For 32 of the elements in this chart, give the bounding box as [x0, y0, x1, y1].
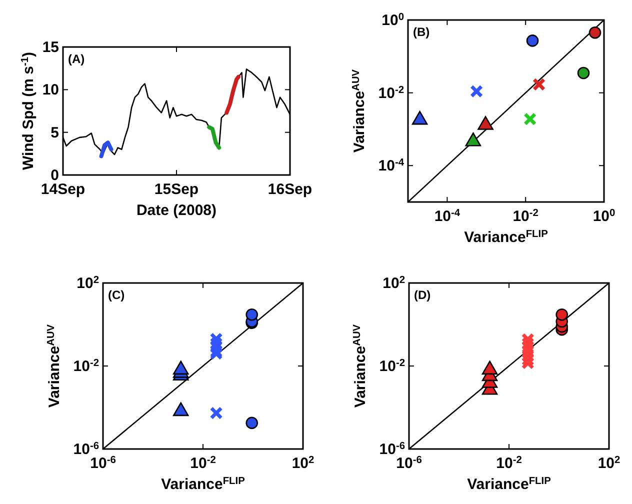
y-tick-label: 10: [42, 82, 59, 99]
x-tick-label: 15Sep: [154, 181, 199, 198]
y-tick-label: 15: [42, 39, 59, 56]
annotation: (C): [108, 288, 125, 302]
line-series: [99, 140, 114, 158]
x-tick-label: 10$^{-4}$: [434, 208, 460, 225]
x-tick-label: 10$^{-2}$: [496, 454, 522, 472]
x-axis-title: Variance$^{FLIP}$: [464, 228, 548, 246]
x-axis-title: Date (2008): [136, 202, 217, 219]
annotation: (A): [68, 52, 85, 66]
x-tick-label: 10$^{-2}$: [190, 454, 216, 472]
y-tick-label: 10$^{2}$: [382, 274, 406, 292]
x-tick-label: 16Sep: [268, 181, 312, 198]
annotation: (D): [414, 288, 431, 302]
y-tick-label: 10$^{0}$: [382, 12, 404, 29]
x-tick-label: 10$^{0}$: [592, 208, 616, 225]
x-tick-label: 10$^{-2}$: [512, 208, 539, 225]
x-tick-label: 10$^{2}$: [598, 454, 621, 472]
y-tick-label: 0: [50, 167, 59, 184]
x-tick-label: 10$^{2}$: [292, 454, 315, 472]
line-series: [224, 74, 240, 115]
y-tick-label: 10$^{-2}$: [378, 84, 404, 102]
x-tick-label: 14Sep: [40, 181, 86, 198]
y-tick-label: 5: [50, 124, 59, 142]
y-tick-label: 10$^{2}$: [76, 274, 100, 292]
y-tick-label: 10$^{-2}$: [379, 358, 406, 375]
y-tick-label: 10$^{-2}$: [73, 358, 100, 375]
y-tick-label: 10$^{-4}$: [378, 157, 404, 175]
x-axis-title: Variance$^{FLIP}$: [467, 476, 552, 493]
x-axis-title: Variance$^{FLIP}$: [161, 476, 246, 493]
annotation: (B): [413, 25, 430, 39]
line-series: [207, 125, 222, 150]
